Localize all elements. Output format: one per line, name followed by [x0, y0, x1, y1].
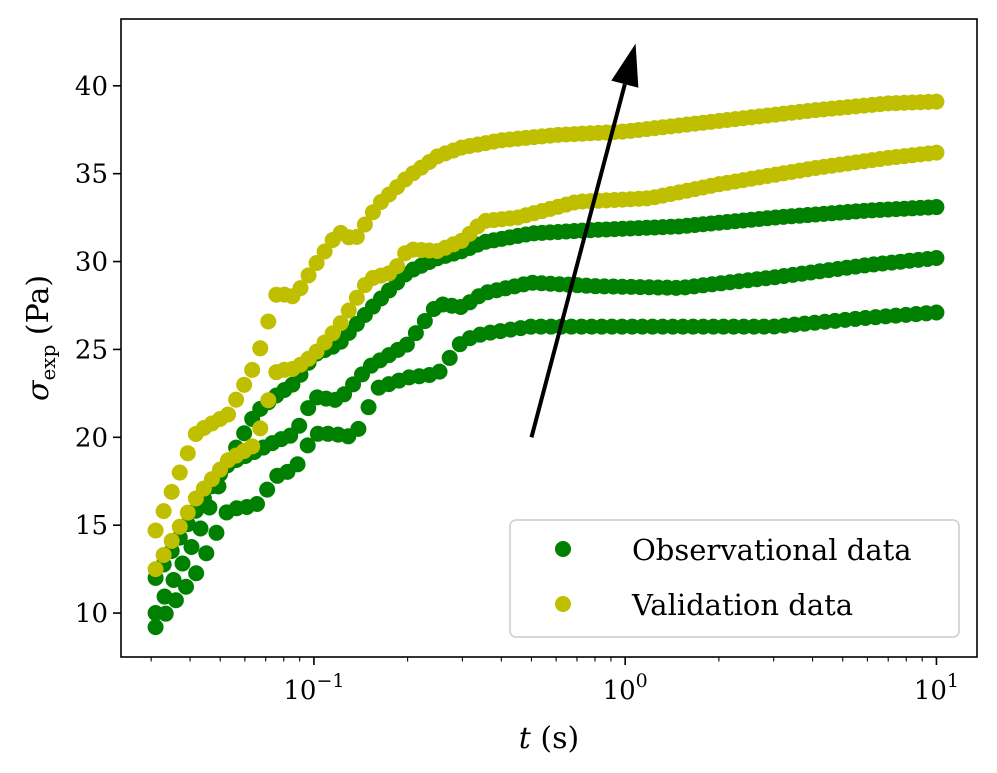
data-point: [252, 340, 269, 357]
x-axis-label: t (s): [519, 721, 579, 756]
data-point: [928, 144, 945, 161]
data-point: [155, 546, 172, 563]
data-point: [179, 445, 196, 462]
data-point: [165, 572, 182, 589]
data-point: [208, 524, 225, 541]
data-point: [155, 503, 172, 520]
data-point: [183, 538, 200, 555]
data-point: [348, 289, 365, 306]
data-point: [928, 304, 945, 321]
y-axis-label: σexp (Pa): [21, 275, 60, 401]
data-point: [389, 258, 406, 275]
data-point: [171, 464, 188, 481]
data-point: [259, 481, 276, 498]
data-point: [147, 561, 164, 578]
data-point: [928, 250, 945, 267]
data-point: [316, 243, 333, 260]
plot-frame: [120, 18, 978, 658]
data-point: [147, 522, 164, 539]
legend-marker-validation: [555, 596, 571, 612]
data-point: [292, 280, 309, 297]
legend-label-validation: Validation data: [631, 588, 853, 622]
data-point: [928, 199, 945, 216]
data-point: [348, 228, 365, 245]
data-point: [356, 216, 373, 233]
data-point: [198, 545, 215, 562]
data-point: [244, 361, 261, 378]
data-point: [171, 518, 188, 535]
data-point: [163, 532, 180, 549]
data-point: [156, 588, 173, 605]
data-point: [416, 313, 433, 330]
legend-box: [509, 519, 960, 638]
legend: Observational data Validation data: [509, 519, 960, 638]
trend-arrow: [529, 43, 639, 438]
data-point: [260, 313, 277, 330]
y-tick-label: 35: [75, 160, 108, 190]
data-point: [289, 456, 306, 473]
data-point: [260, 392, 277, 409]
data-point: [299, 437, 316, 454]
data-point: [928, 93, 945, 110]
data-point: [220, 406, 237, 423]
data-point: [179, 504, 196, 521]
x-axis: 10−1 100 101: [150, 657, 959, 706]
data-points: [147, 93, 945, 636]
data-point: [308, 255, 325, 271]
data-point: [236, 425, 253, 442]
data-point: [291, 417, 308, 434]
data-point: [192, 520, 209, 537]
data-point: [441, 349, 458, 366]
data-point: [249, 495, 265, 512]
y-tick-label: 30: [75, 248, 108, 278]
data-point: [228, 391, 245, 408]
arrow-shaft: [529, 83, 627, 438]
data-point: [188, 565, 205, 582]
data-point: [252, 420, 269, 437]
y-tick-label: 20: [75, 423, 108, 453]
data-point: [340, 302, 357, 319]
data-point: [407, 325, 424, 342]
x-tick-label: 101: [914, 670, 959, 706]
data-point: [300, 267, 317, 284]
legend-marker-observational: [555, 541, 571, 557]
arrow-head: [611, 43, 639, 88]
data-point: [350, 420, 367, 437]
data-point: [174, 555, 191, 572]
data-point: [147, 619, 164, 636]
legend-label-observational: Observational data: [632, 533, 912, 567]
data-point: [178, 578, 195, 595]
y-tick-label: 15: [75, 511, 108, 541]
data-point: [332, 315, 349, 332]
y-tick-label: 40: [75, 72, 108, 102]
y-axis: 10 15 20 25 30 35 40: [75, 72, 121, 629]
data-point: [360, 399, 377, 416]
x-tick-label: 100: [603, 670, 648, 706]
data-point: [431, 363, 448, 380]
y-tick-label: 25: [75, 335, 108, 365]
data-point: [244, 438, 261, 455]
data-point: [147, 605, 164, 622]
data-point: [236, 376, 253, 393]
y-tick-label: 10: [75, 599, 108, 629]
data-point: [300, 400, 317, 417]
x-tick-label: 10−1: [283, 670, 344, 706]
data-point: [163, 483, 180, 500]
data-point: [398, 336, 415, 353]
